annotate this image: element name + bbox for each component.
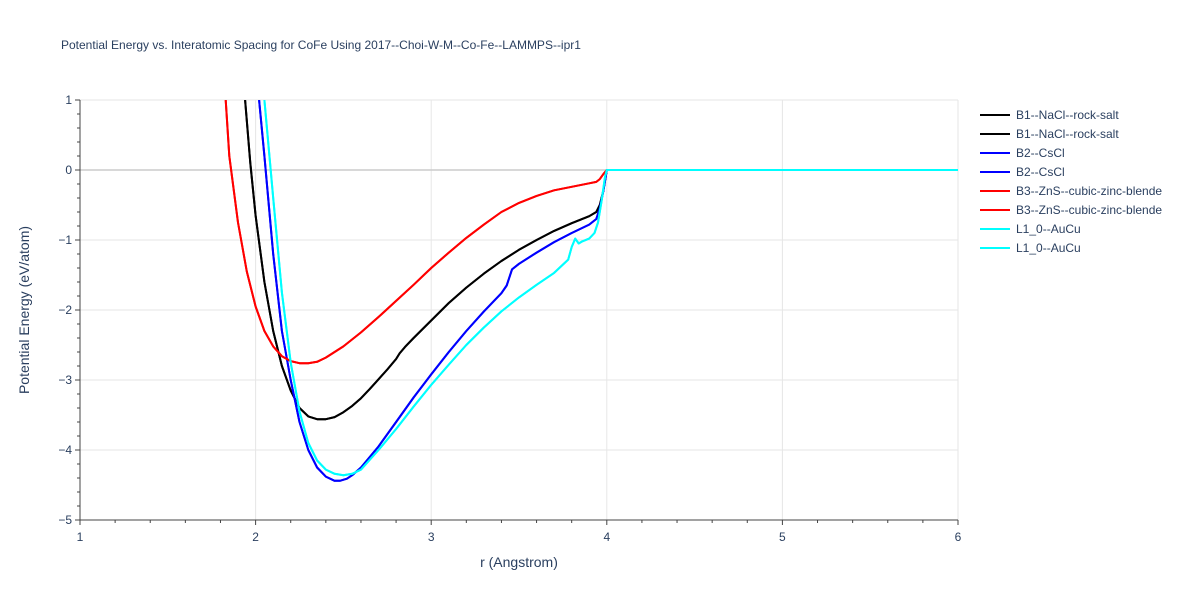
legend-label: B3--ZnS--cubic-zinc-blende [1016,203,1162,217]
legend-label: L1_0--AuCu [1016,241,1081,255]
x-tick-label: 6 [955,530,962,544]
x-tick-label: 4 [603,530,610,544]
legend-label: B2--CsCl [1016,146,1065,160]
legend-label: B2--CsCl [1016,165,1065,179]
y-tick-label: −5 [58,513,72,527]
legend-label: B1--NaCl--rock-salt [1016,108,1119,122]
y-tick-label: −1 [58,233,72,247]
y-tick-label: −3 [58,373,72,387]
series-line [258,100,958,482]
x-tick-label: 1 [77,530,84,544]
chart-title: Potential Energy vs. Interatomic Spacing… [61,38,581,52]
y-tick-label: −2 [58,303,72,317]
series-line [258,100,958,482]
y-tick-label: −4 [58,443,72,457]
series-line [224,100,958,365]
x-tick-label: 5 [779,530,786,544]
y-axis-title-wrap: Potential Energy (eV/atom) [14,100,34,520]
y-tick-label: 1 [65,93,72,107]
y-tick-label: 0 [65,163,72,177]
series-line [224,100,958,365]
legend-label: B3--ZnS--cubic-zinc-blende [1016,184,1162,198]
x-tick-label: 2 [252,530,259,544]
series-line [263,100,958,477]
x-tick-label: 3 [428,530,435,544]
legend-label: B1--NaCl--rock-salt [1016,127,1119,141]
y-axis-title: Potential Energy (eV/atom) [16,225,32,395]
legend-label: L1_0--AuCu [1016,222,1081,236]
series-line [244,100,958,421]
series-group [224,100,958,482]
series-line [244,100,958,421]
x-axis-title: r (Angstrom) [480,554,558,570]
series-line [263,100,958,477]
